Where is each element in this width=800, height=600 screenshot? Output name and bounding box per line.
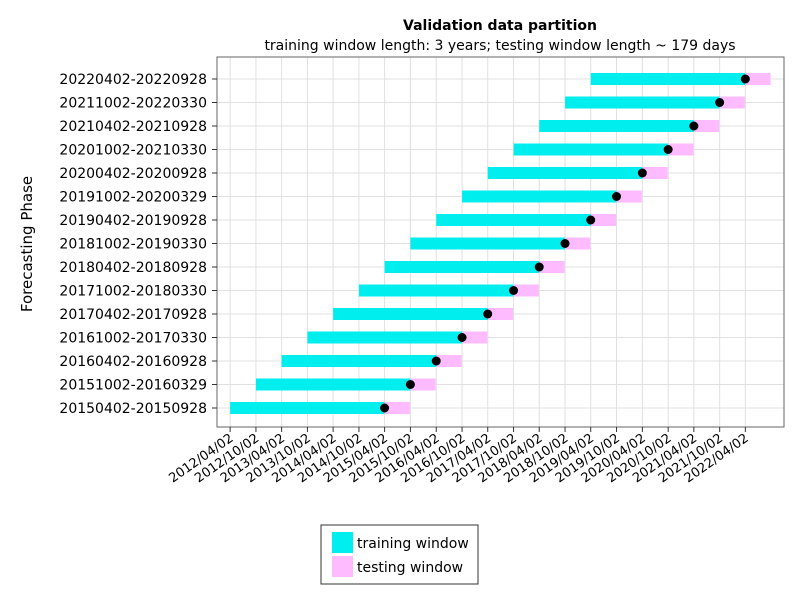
testing-window-bar	[616, 190, 642, 203]
training-window-bar	[487, 167, 643, 179]
y-tick-label: 20151002-20160329	[59, 378, 207, 394]
training-window-bar	[384, 261, 540, 273]
training-window-bar	[539, 120, 694, 132]
y-tick-label: 20161002-20170330	[59, 331, 207, 347]
training-window-bar	[307, 331, 463, 344]
plot-frame	[216, 56, 785, 428]
y-tick-labels: 20150402-20150928 20151002-20160329 201604…	[59, 72, 217, 417]
split-point-marker	[483, 309, 493, 319]
y-tick-label: 20180402-20180928	[59, 260, 207, 276]
legend-label-testing: testing window	[357, 560, 463, 576]
y-tick-label: 20170402-20170928	[59, 307, 207, 323]
y-tick-label: 20160402-20160928	[59, 354, 207, 370]
y-tick-label: 20171002-20180330	[59, 284, 207, 300]
split-point-marker	[715, 98, 725, 107]
y-tick-label: 20181002-20190330	[59, 237, 207, 253]
split-point-marker	[457, 333, 467, 342]
split-point-marker	[534, 262, 544, 272]
testing-window-bar	[590, 214, 616, 226]
training-window-bar	[358, 284, 514, 297]
training-window-bar	[462, 190, 617, 203]
y-tick-label: 20201002-20210330	[59, 143, 207, 159]
testing-window-bar	[384, 402, 410, 414]
bars-layer	[230, 73, 771, 414]
testing-window-bar	[436, 355, 462, 367]
testing-window-bar	[668, 143, 694, 156]
split-point-marker	[637, 168, 647, 178]
training-window-bar	[590, 73, 746, 85]
testing-window-bar	[513, 284, 539, 297]
split-point-marker	[612, 192, 622, 201]
split-point-marker	[663, 145, 673, 154]
training-window-bar	[565, 96, 720, 109]
split-point-marker	[586, 215, 596, 225]
split-point-marker	[380, 403, 390, 413]
testing-window-bar	[693, 120, 720, 132]
y-tick-label: 20220402-20220928	[59, 72, 207, 88]
testing-window-bar	[410, 378, 436, 391]
y-tick-label: 20211002-20220330	[59, 96, 207, 112]
training-window-bar	[333, 308, 488, 320]
testing-window-bar	[539, 261, 565, 273]
split-point-marker	[405, 380, 415, 389]
y-tick-label: 20200402-20200928	[59, 166, 207, 182]
legend: training window testing window	[320, 524, 479, 585]
chart-title: Validation data partition	[403, 18, 597, 34]
training-window-bar	[230, 402, 385, 414]
y-tick-label: 20190402-20190928	[59, 213, 207, 229]
split-point-marker	[689, 121, 699, 131]
testing-window-bar	[745, 73, 771, 85]
y-tick-label: 20210402-20210928	[59, 119, 207, 135]
training-window-bar	[255, 378, 411, 391]
testing-window-bar	[642, 167, 668, 179]
training-window-bar	[436, 214, 591, 226]
split-point-marker	[560, 239, 570, 248]
legend-swatch-testing	[332, 556, 353, 577]
y-tick-label: 20191002-20200329	[59, 190, 207, 206]
training-window-bar	[513, 143, 669, 156]
x-tick-labels: 2012/04/022012/10/022013/04/022013/10/02…	[166, 427, 752, 486]
testing-window-bar	[462, 331, 488, 344]
training-window-bar	[281, 355, 437, 367]
split-point-marker	[740, 74, 750, 84]
split-point-marker	[509, 286, 519, 295]
legend-swatch-training	[332, 532, 353, 553]
y-tick-label: 20150402-20150928	[59, 401, 207, 417]
training-window-bar	[410, 237, 566, 250]
testing-window-bar	[487, 308, 513, 320]
testing-window-bar	[719, 96, 745, 109]
y-axis-label: Forecasting Phase	[18, 176, 36, 312]
testing-window-bar	[565, 237, 591, 250]
split-point-marker	[431, 356, 441, 366]
legend-label-training: training window	[357, 536, 469, 552]
chart-subtitle: training window length: 3 years; testing…	[264, 38, 735, 54]
